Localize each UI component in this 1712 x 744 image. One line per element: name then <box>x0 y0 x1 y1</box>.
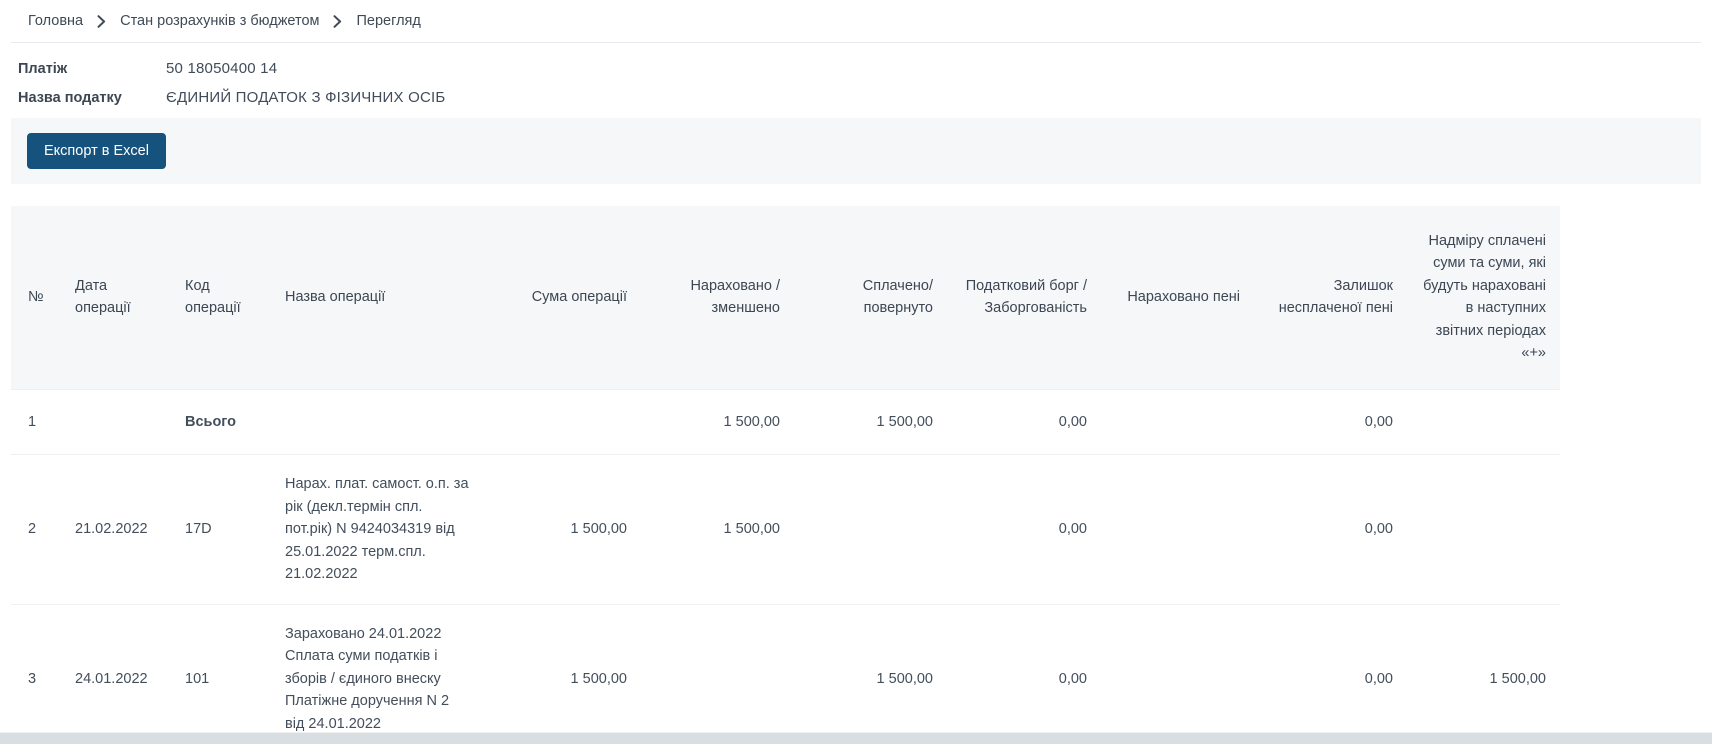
info-row-tax-name: Назва податку ЄДИНИЙ ПОДАТОК З ФІЗИЧНИХ … <box>18 89 1712 106</box>
col-header-operation-name: Назва операції <box>271 206 483 390</box>
breadcrumb-item-home[interactable]: Головна <box>28 13 84 29</box>
col-header-accrued: Нараховано / зменшено <box>641 206 794 390</box>
cell: 0,00 <box>1254 603 1407 744</box>
cell <box>1407 388 1560 455</box>
cell <box>1407 454 1560 605</box>
col-header-overpaid: Надміру сплачені суми та суми, які будут… <box>1407 206 1560 390</box>
export-excel-button[interactable]: Експорт в Excel <box>27 133 166 169</box>
cell: 1 500,00 <box>1407 603 1560 744</box>
col-header-penalty-accrued: Нараховано пені <box>1101 206 1254 390</box>
cell <box>483 388 641 455</box>
table-row: 3 24.01.2022 101 Зараховано 24.01.2022 С… <box>11 603 1560 744</box>
cell: 1 500,00 <box>641 388 794 455</box>
payment-info: Платіж 50 18050400 14 Назва податку ЄДИН… <box>0 43 1712 106</box>
cell <box>271 388 483 455</box>
cell: 2 <box>11 454 61 605</box>
tax-name-label: Назва податку <box>18 90 122 106</box>
cell <box>61 388 171 455</box>
payment-value: 50 18050400 14 <box>166 60 278 77</box>
operations-table: № Дата операції Код операції Назва опера… <box>11 206 1560 744</box>
cell: 24.01.2022 <box>61 603 171 744</box>
cell: 0,00 <box>1254 454 1407 605</box>
col-header-paid: Сплачено/ повернуто <box>794 206 947 390</box>
cell: 1 500,00 <box>794 603 947 744</box>
toolbar: Експорт в Excel <box>11 118 1701 184</box>
cell: 1 500,00 <box>483 454 641 605</box>
breadcrumb-item-budget-settlements[interactable]: Стан розрахунків з бюджетом <box>120 13 320 29</box>
cell: 17D <box>171 454 271 605</box>
cell: Зараховано 24.01.2022 Сплата суми податк… <box>271 603 483 744</box>
col-header-operation-code: Код операції <box>171 206 271 390</box>
breadcrumb-chevron-icon <box>333 14 342 28</box>
cell: 0,00 <box>1254 388 1407 455</box>
cell <box>794 454 947 605</box>
col-header-operation-date: Дата операції <box>61 206 171 390</box>
cell: 3 <box>11 603 61 744</box>
divider <box>11 42 1701 43</box>
col-header-penalty-unpaid: Залишок несплаченої пені <box>1254 206 1407 390</box>
cell: Нарах. плат. самост. о.п. за рік (декл.т… <box>271 454 483 605</box>
col-header-operation-sum: Сума операції <box>483 206 641 390</box>
cell <box>1101 454 1254 605</box>
cell: 1 500,00 <box>641 454 794 605</box>
cell: 1 500,00 <box>483 603 641 744</box>
operations-table-wrap: № Дата операції Код операції Назва опера… <box>11 206 1701 744</box>
cell: 21.02.2022 <box>61 454 171 605</box>
cell <box>1101 603 1254 744</box>
col-header-tax-debt: Податковий борг / Заборгованість <box>947 206 1101 390</box>
col-header-number: № <box>11 206 61 390</box>
table-row-total: 1 Всього 1 500,00 1 500,00 0,00 0,00 <box>11 388 1560 455</box>
table-row: 2 21.02.2022 17D Нарах. плат. самост. о.… <box>11 454 1560 605</box>
cell: 1 500,00 <box>794 388 947 455</box>
cell: 1 <box>11 388 61 455</box>
cell <box>641 603 794 744</box>
cell: 101 <box>171 603 271 744</box>
info-row-payment: Платіж 50 18050400 14 <box>18 60 1712 77</box>
payment-label: Платіж <box>18 61 68 77</box>
cell: Всього <box>171 388 271 455</box>
cell <box>1101 388 1254 455</box>
tax-name-value: ЄДИНИЙ ПОДАТОК З ФІЗИЧНИХ ОСІБ <box>166 89 446 106</box>
breadcrumb: Головна Стан розрахунків з бюджетом Пере… <box>0 0 1712 42</box>
footer-strip <box>0 732 1712 744</box>
cell: 0,00 <box>947 388 1101 455</box>
breadcrumb-item-view: Перегляд <box>356 13 421 29</box>
table-header-row: № Дата операції Код операції Назва опера… <box>11 206 1560 390</box>
cell: 0,00 <box>947 603 1101 744</box>
breadcrumb-chevron-icon <box>97 14 106 28</box>
cell: 0,00 <box>947 454 1101 605</box>
